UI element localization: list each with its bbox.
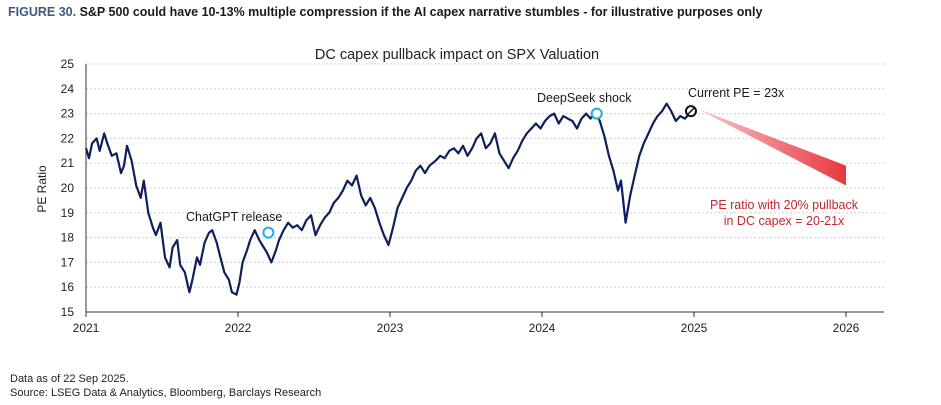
x-tick-2025: 2025 [681,321,708,335]
x-tick-2024: 2024 [529,321,556,335]
projection-wedge [697,108,846,186]
y-tick-23: 23 [61,107,75,121]
x-tick-2021: 2021 [73,321,100,335]
footnotes: Data as of 22 Sep 2025. Source: LSEG Dat… [10,373,321,400]
axes [85,64,884,313]
annotation-pullback-line2: in DC capex = 20-21x [724,214,845,228]
annotation-current-pe: Current PE = 23x [688,86,785,100]
y-tick-17: 17 [61,255,75,269]
figure-number: FIGURE 30. [8,5,77,19]
marker-1 [590,107,603,120]
y-tick-16: 16 [61,280,75,294]
y-tick-labels: 15 16 17 18 19 20 21 22 23 24 25 [61,57,75,319]
y-tick-25: 25 [61,57,75,71]
pe-ratio-chart: DC capex pullback impact on SPX Valuatio… [35,47,884,335]
pe-ratio-line [84,102,691,296]
source-note: Source: LSEG Data & Analytics, Bloomberg… [10,386,322,399]
event-markers [262,105,697,239]
x-tick-2026: 2026 [833,321,860,335]
data-date-note: Data as of 22 Sep 2025. [10,373,129,385]
y-tick-22: 22 [61,131,75,145]
annotation-pullback-line1: PE ratio with 20% pullback [710,198,859,212]
marker-current-slash [687,107,695,115]
y-tick-21: 21 [61,156,75,170]
x-tick-2022: 2022 [225,321,252,335]
grid-lines [86,63,884,313]
y-tick-20: 20 [61,181,75,195]
y-tick-18: 18 [61,231,75,245]
chart-title: DC capex pullback impact on SPX Valuatio… [315,47,599,63]
y-tick-15: 15 [61,305,75,319]
annotation-deepseek: DeepSeek shock [537,91,632,105]
y-axis-label: PE Ratio [35,165,49,213]
figure-header: FIGURE 30. S&P 500 could have 10-13% mul… [8,5,762,19]
y-tick-19: 19 [61,206,75,220]
x-tick-labels: 2021 2022 2023 2024 2025 2026 [73,312,860,335]
y-tick-24: 24 [61,82,75,96]
marker-0 [262,226,275,239]
figure-title: S&P 500 could have 10-13% multiple compr… [79,5,763,19]
x-tick-2023: 2023 [377,321,404,335]
annotation-chatgpt: ChatGPT release [186,210,282,224]
